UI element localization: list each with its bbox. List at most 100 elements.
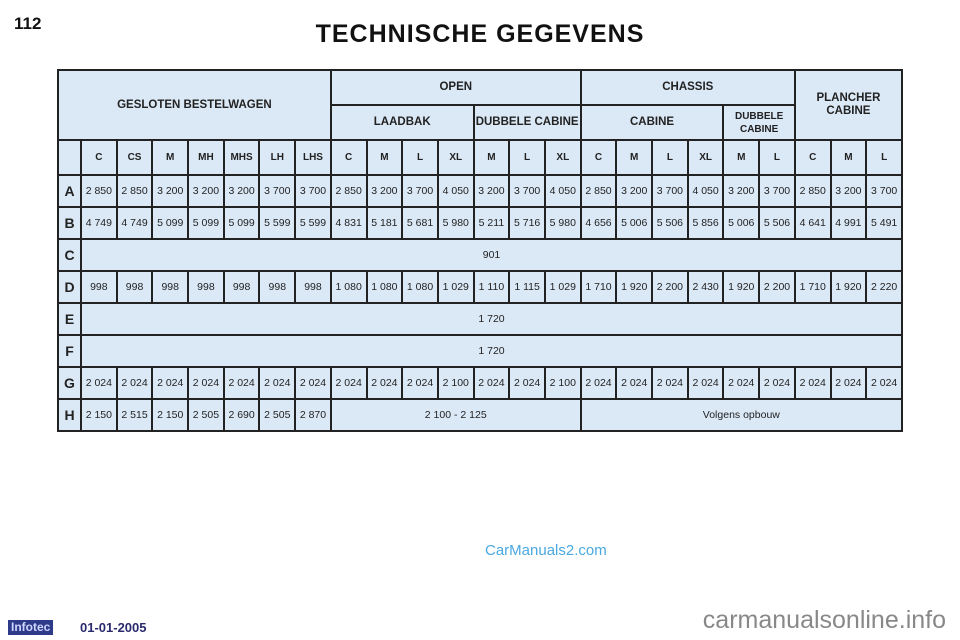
version-code: C bbox=[579, 139, 618, 176]
cell-value: 1 710 bbox=[793, 270, 832, 304]
infotec-logo: Infotec bbox=[8, 620, 54, 635]
row-label: A bbox=[57, 174, 82, 208]
row-label: H bbox=[57, 398, 82, 432]
cell-value: 3 200 bbox=[829, 174, 868, 208]
version-code: C bbox=[793, 139, 832, 176]
chassis-value: Volgens opbouw bbox=[579, 398, 904, 432]
cell-value: 2 220 bbox=[865, 270, 903, 304]
cell-value: 2 024 bbox=[151, 366, 190, 400]
table-row-d: D 998 998 998 998 998 998 998 1 080 1 080 1 080 1 0… bbox=[57, 270, 903, 304]
cell-value: 1 029 bbox=[436, 270, 475, 304]
version-code: L bbox=[758, 139, 796, 176]
header-cabine: CABINE bbox=[579, 104, 725, 141]
cell-value: 998 bbox=[115, 270, 154, 304]
cell-value: 2 024 bbox=[401, 366, 439, 400]
cell-value: 2 024 bbox=[329, 366, 368, 400]
cell-value: 1 920 bbox=[829, 270, 868, 304]
page-number: 112 bbox=[14, 14, 42, 33]
corner-cell bbox=[57, 139, 82, 176]
cell-value: 3 700 bbox=[294, 174, 332, 208]
cell-value: 4 749 bbox=[80, 206, 118, 240]
header-open: OPEN bbox=[329, 69, 582, 106]
cell-value: 2 024 bbox=[686, 366, 725, 400]
cell-value: 2 024 bbox=[615, 366, 654, 400]
cell-value: 3 200 bbox=[472, 174, 511, 208]
cell-value: 4 050 bbox=[686, 174, 725, 208]
cell-value: 3 700 bbox=[508, 174, 546, 208]
version-code: MHS bbox=[222, 139, 261, 176]
cell-value: 4 749 bbox=[115, 206, 154, 240]
cell-value: 5 006 bbox=[615, 206, 654, 240]
cell-value: 2 024 bbox=[258, 366, 297, 400]
row-label: F bbox=[57, 334, 82, 368]
cell-value: 2 870 bbox=[294, 398, 332, 432]
code-row: C CS M MH MHS LH LHS C M L XL M L XL C M L XL M L C M L bbox=[57, 139, 903, 176]
version-code: M bbox=[365, 139, 404, 176]
cell-value: 5 181 bbox=[365, 206, 404, 240]
cell-value: 3 200 bbox=[222, 174, 261, 208]
cell-value: 1 920 bbox=[722, 270, 761, 304]
cell-value: 2 024 bbox=[80, 366, 118, 400]
cell-value: 2 024 bbox=[722, 366, 761, 400]
version-code: L bbox=[865, 139, 903, 176]
cell-value: 2 100 bbox=[436, 366, 475, 400]
footer-site: carmanualsonline.info bbox=[702, 606, 946, 634]
cell-value: 3 200 bbox=[615, 174, 654, 208]
cell-value: 2 850 bbox=[329, 174, 368, 208]
cell-value: 3 200 bbox=[365, 174, 404, 208]
row-label: B bbox=[57, 206, 82, 240]
header-row-1: GESLOTEN BESTELWAGEN OPEN CHASSIS PLANCH… bbox=[57, 69, 904, 141]
cell-value: 5 506 bbox=[651, 206, 689, 240]
cell-value: 4 991 bbox=[829, 206, 868, 240]
header-row-2: LAADBAK DUBBELE CABINE CABINE DUBBELE CA… bbox=[58, 104, 902, 141]
cell-value: 2 024 bbox=[579, 366, 618, 400]
cell-value: 2 024 bbox=[829, 366, 868, 400]
cell-value: 2 430 bbox=[686, 270, 725, 304]
header-laadbak: LAADBAK bbox=[329, 104, 475, 141]
cell-value: 2 515 bbox=[115, 398, 154, 432]
cell-value: 2 024 bbox=[793, 366, 832, 400]
footer-date: 01-01-2005 bbox=[80, 620, 147, 635]
cell-value: 1 110 bbox=[472, 270, 511, 304]
cell-value: 2 850 bbox=[80, 174, 118, 208]
cell-value: 5 716 bbox=[508, 206, 546, 240]
row-label: C bbox=[57, 238, 82, 272]
cell-value: 998 bbox=[222, 270, 261, 304]
watermark: CarManuals2.com bbox=[485, 542, 607, 559]
cell-value: 5 506 bbox=[758, 206, 796, 240]
page-title: TECHNISCHE GEGEVENS bbox=[315, 20, 645, 48]
cell-value: 3 700 bbox=[865, 174, 903, 208]
version-code: L bbox=[651, 139, 689, 176]
version-code: LH bbox=[258, 139, 297, 176]
cell-value: 3 200 bbox=[722, 174, 761, 208]
header-gesloten: GESLOTEN BESTELWAGEN bbox=[57, 69, 332, 141]
cell-value: 998 bbox=[80, 270, 118, 304]
spanned-value: 1 720 bbox=[80, 302, 903, 336]
cell-value: 5 006 bbox=[722, 206, 761, 240]
cell-value: 5 211 bbox=[472, 206, 511, 240]
cell-value: 3 700 bbox=[758, 174, 796, 208]
cell-value: 2 850 bbox=[793, 174, 832, 208]
version-code: M bbox=[472, 139, 511, 176]
version-code: M bbox=[151, 139, 190, 176]
cell-value: 2 024 bbox=[651, 366, 689, 400]
cell-value: 2 200 bbox=[758, 270, 796, 304]
cell-value: 2 024 bbox=[472, 366, 511, 400]
version-code: M bbox=[829, 139, 868, 176]
cell-value: 2 100 bbox=[543, 366, 582, 400]
specs-table: GESLOTEN BESTELWAGEN OPEN CHASSIS PLANCH… bbox=[57, 69, 904, 432]
cell-value: 2 024 bbox=[758, 366, 796, 400]
cell-value: 2 024 bbox=[187, 366, 225, 400]
header-dubbele-cabine-chassis: DUBBELE CABINE bbox=[722, 104, 796, 141]
cell-value: 1 080 bbox=[329, 270, 368, 304]
row-label: E bbox=[57, 302, 82, 336]
open-range-value: 2 100 - 2 125 bbox=[329, 398, 582, 432]
cell-value: 4 050 bbox=[543, 174, 582, 208]
version-code: LHS bbox=[294, 139, 332, 176]
header-dubbele-cabine-open: DUBBELE CABINE bbox=[472, 104, 582, 141]
cell-value: 5 099 bbox=[222, 206, 261, 240]
row-label: G bbox=[57, 366, 82, 400]
cell-value: 2 024 bbox=[222, 366, 261, 400]
